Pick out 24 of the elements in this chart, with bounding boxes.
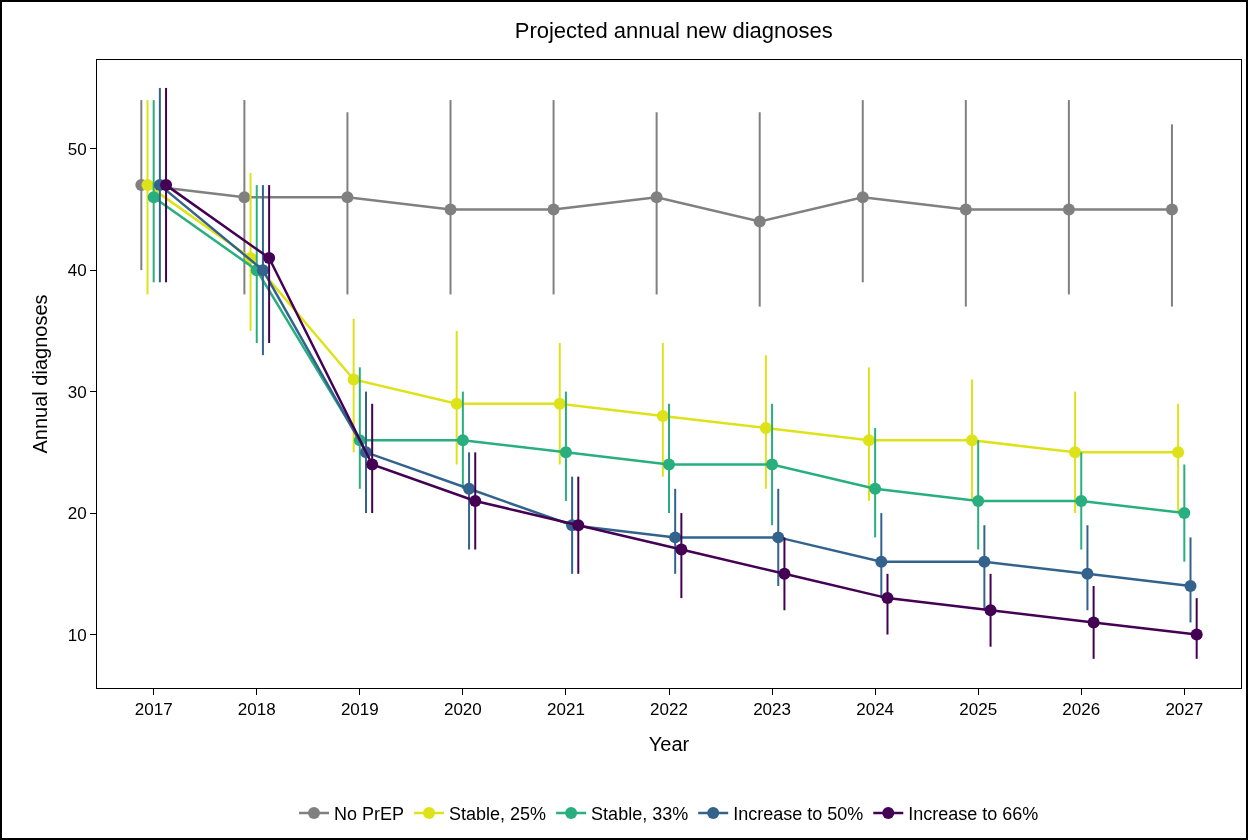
y-tick-label: 50 bbox=[67, 139, 87, 159]
legend-label: Stable, 25% bbox=[449, 803, 547, 824]
y-tick-label: 10 bbox=[67, 625, 87, 645]
x-tick-label: 2022 bbox=[650, 700, 688, 720]
x-tick-label: 2027 bbox=[1165, 700, 1204, 720]
x-tick-label: 2023 bbox=[753, 700, 791, 720]
y-axis-title: Annual diagnoses bbox=[29, 294, 51, 454]
chart-title: Projected annual new diagnoses bbox=[514, 18, 833, 44]
legend-label: Stable, 33% bbox=[591, 803, 689, 824]
y-tick-label: 20 bbox=[67, 504, 87, 524]
y-tick-label: 30 bbox=[67, 382, 87, 402]
legend-label: No PrEP bbox=[334, 803, 405, 824]
legend-label: Increase to 50% bbox=[733, 803, 864, 824]
x-tick-label: 2018 bbox=[237, 700, 276, 720]
x-tick-label: 2020 bbox=[443, 700, 482, 720]
x-tick-label: 2019 bbox=[340, 700, 379, 720]
x-tick-label: 2017 bbox=[134, 700, 173, 720]
x-tick-label: 2021 bbox=[547, 700, 585, 720]
y-tick-label: 40 bbox=[67, 261, 87, 281]
legend-label: Increase to 66% bbox=[908, 803, 1039, 824]
x-tick-label: 2026 bbox=[1062, 700, 1101, 720]
x-axis-title: Year bbox=[648, 732, 690, 755]
x-tick-label: 2025 bbox=[959, 700, 998, 720]
x-tick-label: 2024 bbox=[856, 700, 895, 720]
